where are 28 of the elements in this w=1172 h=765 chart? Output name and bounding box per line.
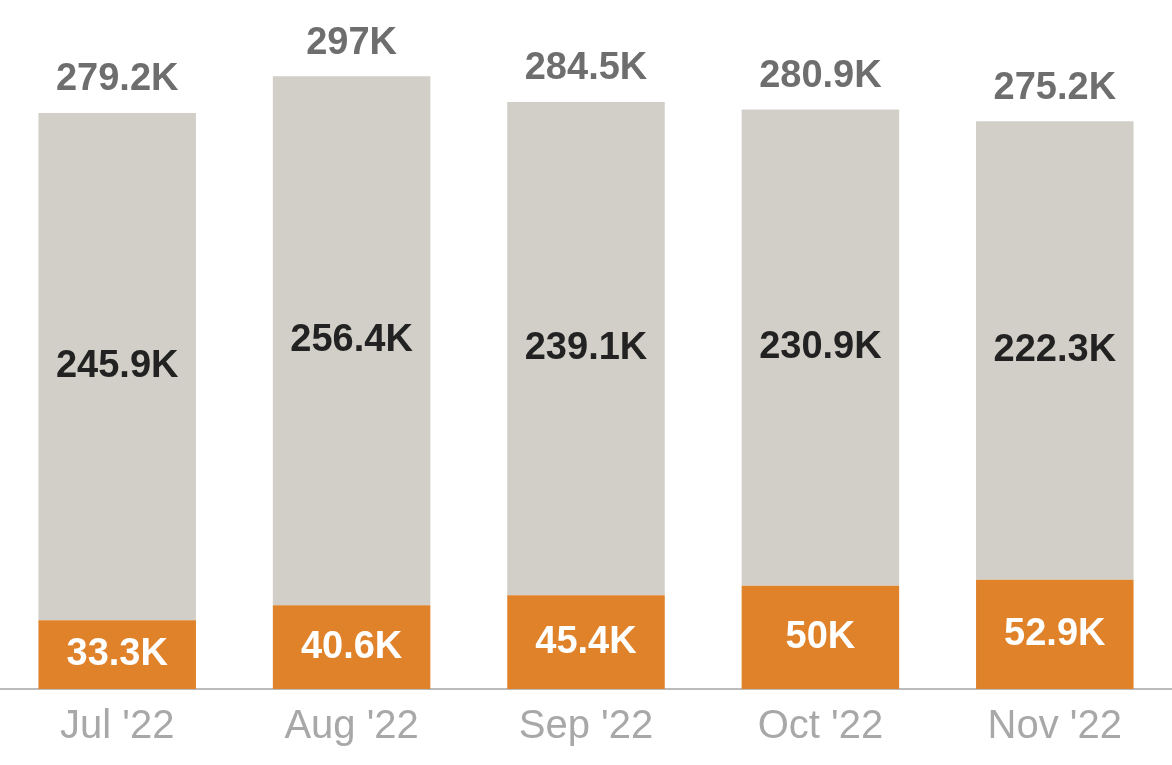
data-label: 239.1K xyxy=(524,325,648,368)
data-label: 52.9K xyxy=(1004,610,1107,653)
data-label: 33.3K xyxy=(66,631,169,674)
x-tick-label: Oct '22 xyxy=(757,702,884,747)
data-label: 230.9K xyxy=(759,324,883,367)
total-label: 279.2K xyxy=(55,56,180,99)
data-label: 40.6K xyxy=(300,623,403,666)
bar xyxy=(976,121,1134,580)
total-label: 275.2K xyxy=(993,64,1117,107)
total-label: 297K xyxy=(306,19,398,62)
bar xyxy=(272,76,431,606)
bar xyxy=(38,112,196,621)
x-tick-label: Jul '22 xyxy=(60,702,175,747)
x-tick-label: Aug '22 xyxy=(284,702,419,747)
data-label: 45.4K xyxy=(535,618,638,661)
bar xyxy=(741,109,900,586)
total-label: 280.9K xyxy=(759,52,883,95)
data-label: 50K xyxy=(785,613,856,656)
bar xyxy=(507,101,665,596)
total-label: 284.5K xyxy=(524,45,648,88)
x-tick-label: Nov '22 xyxy=(987,702,1122,747)
data-label: 245.9K xyxy=(55,343,180,386)
bar xyxy=(507,595,665,689)
data-label: 222.3K xyxy=(993,326,1117,369)
bar xyxy=(741,585,900,689)
bar xyxy=(976,579,1134,689)
data-label: 256.4K xyxy=(290,317,414,360)
x-tick-label: Sep '22 xyxy=(518,702,654,747)
